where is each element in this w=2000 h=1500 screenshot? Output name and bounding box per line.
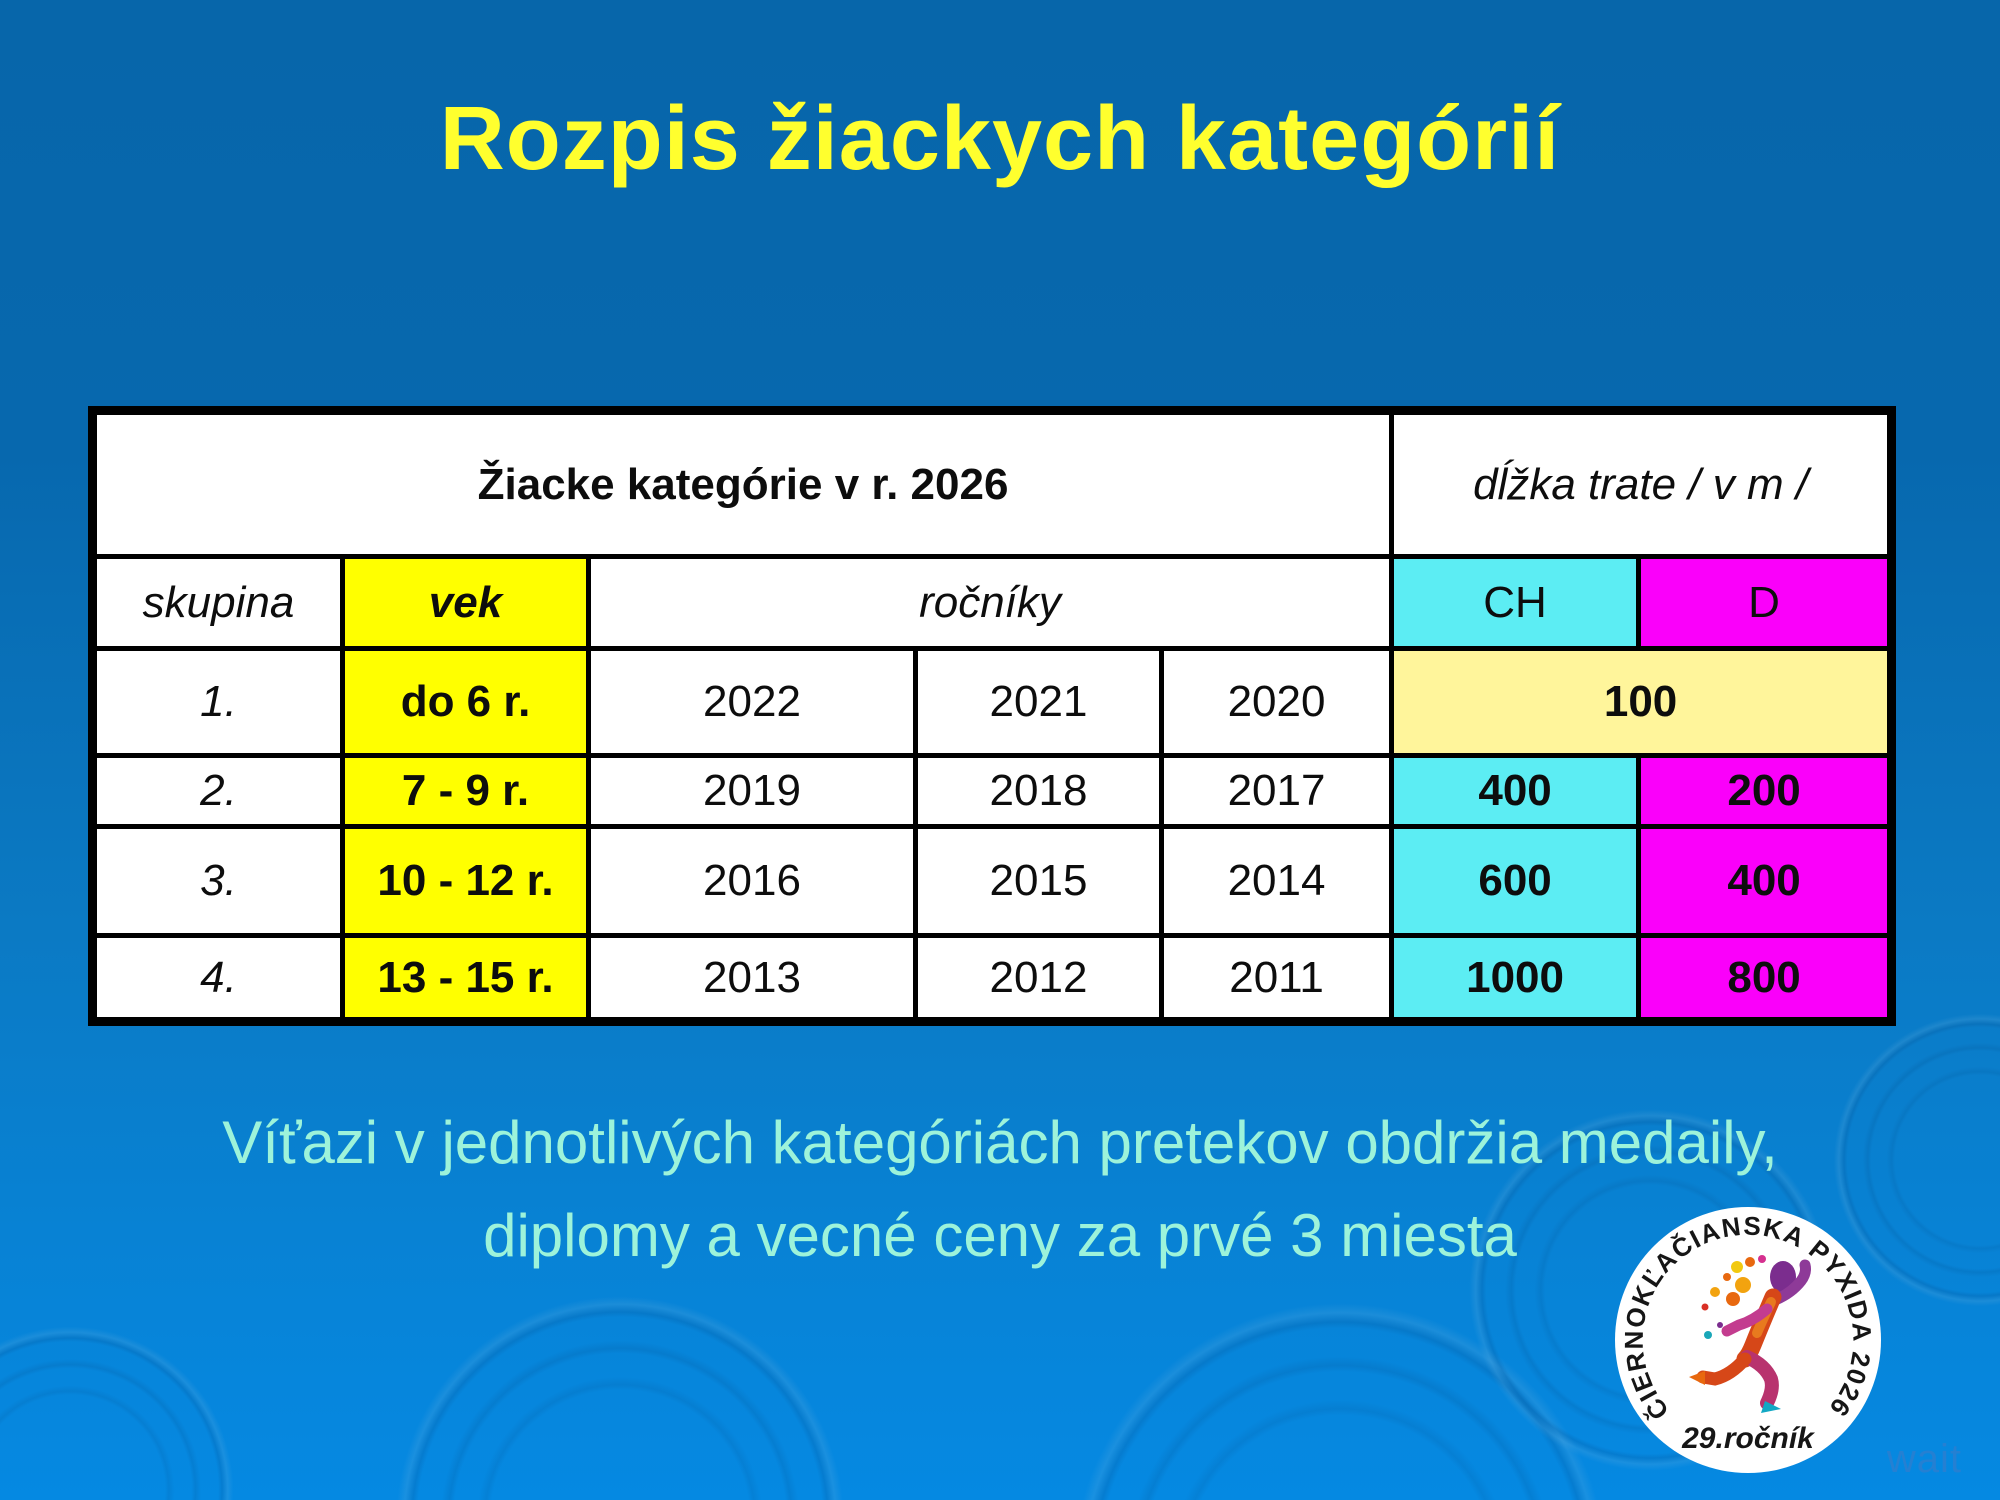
cell-ch-value: 1000 [1389, 933, 1642, 1024]
ripple-decoration [360, 1260, 880, 1500]
cell-skupina: 1. [90, 646, 345, 758]
cell-year: 2020 [1158, 646, 1395, 758]
table-header-row: Žiacke kategórie v r. 2026 dĺžka trate /… [89, 408, 1895, 559]
cell-skupina: 2. [90, 753, 345, 829]
event-logo: ČIERNOKĽAČIANSKA PYXIDA 2026 [1615, 1207, 1881, 1473]
table-row: 2. 7 - 9 r. 2019 2018 2017 400 200 [90, 753, 1895, 829]
footer-line-2: diplomy a vecné ceny za prvé 3 miesta [483, 1202, 1517, 1269]
page-title: Rozpis žiackych kategórií [439, 89, 1561, 189]
logo-edition-text: 29.ročník [1681, 1422, 1815, 1455]
table-subheader-row: skupina vek ročníky CH D [90, 554, 1895, 651]
cell-year: 2015 [913, 824, 1164, 938]
cell-year: 2018 [913, 753, 1164, 829]
cell-year: 2012 [913, 933, 1164, 1024]
runner-figure [1689, 1255, 1811, 1413]
ripple-decoration [0, 1300, 260, 1500]
header-main-cell: Žiacke kategórie v r. 2026 [89, 408, 1395, 559]
cell-year: 2014 [1158, 824, 1395, 938]
cell-vek: 7 - 9 r. [340, 753, 591, 829]
footer-line-1: Víťazi v jednotlivých kategóriách pretek… [222, 1109, 1778, 1176]
header-track-length-cell: dĺžka trate / v m / [1389, 408, 1895, 559]
cell-ch-value: 600 [1389, 824, 1642, 938]
cell-d-value: 200 [1636, 753, 1895, 829]
table-row: 4. 13 - 15 r. 2013 2012 2011 1000 800 [90, 933, 1895, 1024]
cell-year: 2013 [586, 933, 918, 1024]
cell-year: 2017 [1158, 753, 1395, 829]
cell-vek: do 6 r. [340, 646, 591, 758]
cell-skupina: 4. [90, 933, 345, 1024]
table-row: 3. 10 - 12 r. 2016 2015 2014 600 400 [90, 824, 1895, 938]
event-logo-badge: ČIERNOKĽAČIANSKA PYXIDA 2026 [1615, 1207, 1881, 1473]
categories-table: Žiacke kategórie v r. 2026 dĺžka trate /… [88, 406, 1897, 1026]
cell-skupina: 3. [90, 824, 345, 938]
cell-year: 2011 [1158, 933, 1395, 1024]
col-header-skupina: skupina [90, 554, 345, 651]
cell-ch-value: 400 [1389, 753, 1642, 829]
table-row: 1. do 6 r. 2022 2021 2020 100 [90, 646, 1895, 758]
cell-year: 2021 [913, 646, 1164, 758]
watermark-text: wait [1886, 1437, 1962, 1481]
footer-text: Víťazi v jednotlivých kategóriách pretek… [0, 1096, 2000, 1282]
cell-vek: 10 - 12 r. [340, 824, 591, 938]
col-header-d: D [1636, 554, 1895, 651]
col-header-rocniky: ročníky [585, 554, 1395, 651]
cell-year: 2016 [586, 824, 918, 938]
cell-track-merged: 100 [1389, 646, 1895, 758]
col-header-ch: CH [1389, 554, 1642, 651]
cell-year: 2019 [586, 753, 918, 829]
col-header-vek: vek [340, 554, 591, 651]
cell-vek: 13 - 15 r. [340, 933, 591, 1024]
cell-year: 2022 [586, 646, 918, 758]
cell-d-value: 400 [1636, 824, 1895, 938]
cell-d-value: 800 [1636, 933, 1895, 1024]
